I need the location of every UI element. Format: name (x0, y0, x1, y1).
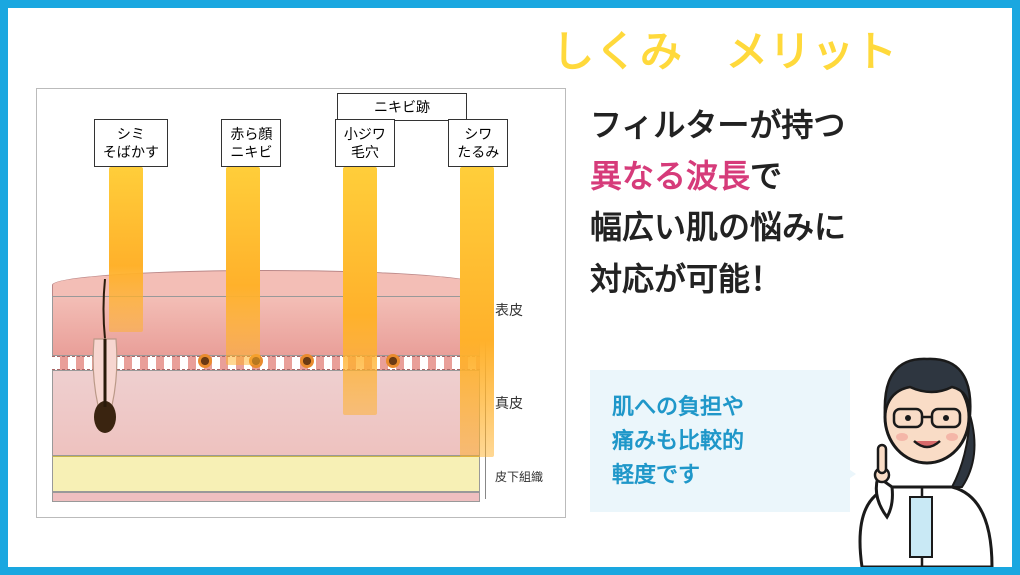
side-content: フィルターが持つ 異なる波長で 幅広い肌の悩みに 対応が可能！ 肌への負担や 痛… (590, 100, 992, 305)
headline-cont: で (750, 158, 782, 194)
headline-text: フィルターが持つ 異なる波長で 幅広い肌の悩みに 対応が可能！ (590, 100, 992, 305)
title-part-3: と (683, 28, 726, 75)
main-title: フォトフェイシャルのしくみとメリット (0, 18, 1020, 79)
sub-label-acne-scar: ニキビ跡 (337, 93, 467, 121)
concern-label-3: シワ たるみ (448, 119, 508, 167)
melanocyte-icon (386, 354, 400, 368)
title-part-4: メリット (726, 28, 898, 75)
label-epidermis: 表皮 (485, 267, 555, 353)
concern-label-0: シミ そばかす (94, 119, 168, 167)
speech-line1: 肌への負担や (612, 394, 744, 419)
skin-layers (52, 270, 480, 502)
speech-bubble: 肌への負担や 痛みも比較的 軽度です (590, 370, 850, 512)
melanocyte-icon (249, 354, 263, 368)
layer-base (52, 492, 480, 502)
label-dermis: 真皮 (485, 353, 555, 453)
concern-label-1: 赤ら顔 ニキビ (221, 119, 281, 167)
title-part-2: しくみ (552, 28, 683, 75)
headline-highlight: 異なる波長 (590, 158, 750, 194)
hair-follicle-icon (82, 279, 128, 444)
headline-line1: フィルターが持つ (590, 107, 845, 143)
melanocyte-icon (300, 354, 314, 368)
concern-labels-row: シミ そばかす 赤ら顔 ニキビ 小ジワ 毛穴 シワ たるみ (37, 119, 565, 167)
layer-subcutaneous (52, 456, 480, 492)
speech-line3: 軽度です (612, 462, 700, 487)
label-subcutaneous: 皮下組織 (485, 453, 555, 499)
concern-label-2: 小ジワ 毛穴 (335, 119, 395, 167)
headline-line3: 幅広い肌の悩みに (590, 209, 846, 245)
skin-diagram: ニキビ跡 シミ そばかす 赤ら顔 ニキビ 小ジワ 毛穴 シワ たるみ (36, 88, 566, 518)
speech-line2: 痛みも比較的 (612, 428, 744, 453)
doctor-illustration-icon (832, 337, 1012, 567)
melanocyte-icon (198, 354, 212, 368)
title-part-1: フォトフェイシャルの (122, 28, 552, 75)
headline-line4: 対応が可能！ (590, 261, 782, 297)
layer-labels: 表皮 真皮 皮下組織 (485, 267, 555, 499)
